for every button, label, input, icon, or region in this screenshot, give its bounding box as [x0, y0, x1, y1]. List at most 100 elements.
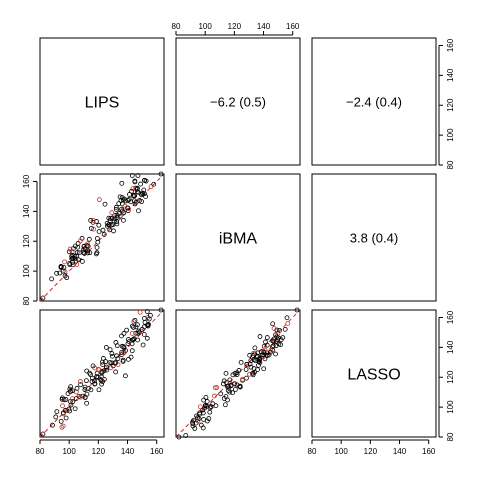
- data-point: [204, 399, 210, 404]
- left-axis-ibma: 80 100 120 140 160: [22, 174, 38, 305]
- tick-label: 160: [422, 447, 436, 456]
- data-point: [244, 375, 249, 381]
- data-point: [88, 372, 93, 377]
- data-point: [79, 259, 85, 264]
- data-point: [110, 353, 115, 359]
- data-point: [227, 377, 233, 383]
- data-point: [197, 404, 203, 410]
- data-point: [280, 335, 286, 340]
- data-point: [158, 307, 164, 313]
- data-point: [247, 361, 253, 367]
- data-point: [82, 395, 88, 400]
- data-point: [238, 359, 244, 365]
- data-point: [85, 250, 91, 256]
- data-point: [129, 188, 135, 194]
- data-point: [125, 205, 131, 211]
- data-point: [225, 383, 231, 389]
- data-point: [197, 411, 203, 417]
- data-point: [257, 334, 263, 339]
- data-point: [125, 198, 131, 203]
- panel-frame-1-1: [175, 173, 301, 302]
- data-point: [81, 251, 87, 256]
- panel-frame-2-0: [39, 309, 165, 438]
- data-point: [264, 353, 270, 358]
- data-point: [78, 382, 83, 388]
- data-point: [262, 347, 268, 353]
- data-point: [138, 181, 143, 187]
- data-point: [83, 378, 89, 384]
- data-point: [273, 332, 278, 338]
- data-point: [151, 181, 157, 187]
- data-point: [66, 249, 72, 255]
- data-point: [294, 307, 300, 313]
- data-point: [129, 331, 135, 336]
- tick-label: 80: [446, 432, 455, 441]
- data-point: [70, 253, 76, 258]
- data-point: [121, 217, 126, 223]
- data-point: [183, 433, 189, 438]
- data-point: [145, 322, 151, 328]
- data-point: [112, 216, 118, 222]
- data-point: [102, 201, 108, 207]
- data-point: [75, 244, 81, 250]
- data-point: [109, 360, 115, 366]
- data-point: [61, 264, 67, 270]
- tick-label: 120: [22, 234, 31, 248]
- data-point: [77, 379, 83, 384]
- data-point: [270, 321, 276, 327]
- data-point: [101, 232, 107, 237]
- data-point: [116, 201, 122, 207]
- data-point: [192, 426, 198, 431]
- data-point: [144, 335, 150, 341]
- data-point: [277, 327, 282, 333]
- data-point: [250, 370, 256, 376]
- data-point: [276, 341, 282, 347]
- bottom-axis-lasso: 80 100 120 140 160: [308, 439, 436, 456]
- scatter-panel-ibma-vs-lips: [39, 171, 165, 302]
- data-point: [103, 345, 109, 350]
- data-point: [91, 226, 96, 232]
- data-point: [232, 387, 238, 392]
- data-point: [100, 227, 106, 233]
- data-point: [236, 368, 242, 373]
- data-point: [130, 186, 136, 192]
- data-point: [282, 326, 288, 332]
- upper-panel-text-1-2: 3.8 (0.4): [350, 231, 398, 246]
- data-point: [129, 173, 135, 178]
- data-point: [222, 402, 228, 408]
- top-axis-ibma: 80 100 120 140 160: [172, 22, 300, 36]
- data-point: [60, 403, 65, 409]
- data-point: [135, 173, 141, 178]
- data-point: [74, 385, 80, 391]
- tick-label: 120: [446, 370, 455, 384]
- data-point: [196, 416, 202, 421]
- reference-line: [39, 173, 165, 302]
- data-point: [68, 402, 74, 408]
- data-point: [123, 373, 128, 379]
- tick-label: 140: [121, 447, 135, 456]
- data-point: [264, 335, 270, 340]
- data-point: [158, 171, 164, 177]
- data-point: [214, 385, 220, 390]
- data-point: [259, 352, 265, 358]
- data-point: [121, 210, 127, 216]
- tick-label: 100: [334, 447, 348, 456]
- scatter-panel-lasso-vs-ibma: [175, 307, 301, 440]
- data-point: [132, 201, 138, 207]
- tick-label: 160: [446, 38, 455, 52]
- data-point: [142, 319, 148, 325]
- data-point: [82, 246, 88, 251]
- data-point: [78, 394, 83, 400]
- data-point: [112, 360, 118, 366]
- data-point: [148, 312, 153, 318]
- data-point: [117, 213, 123, 219]
- data-point: [108, 365, 114, 371]
- data-point: [90, 218, 96, 223]
- data-point: [86, 386, 91, 391]
- data-point: [73, 396, 79, 401]
- data-point: [284, 315, 290, 321]
- data-point: [94, 236, 100, 241]
- data-point: [104, 220, 110, 226]
